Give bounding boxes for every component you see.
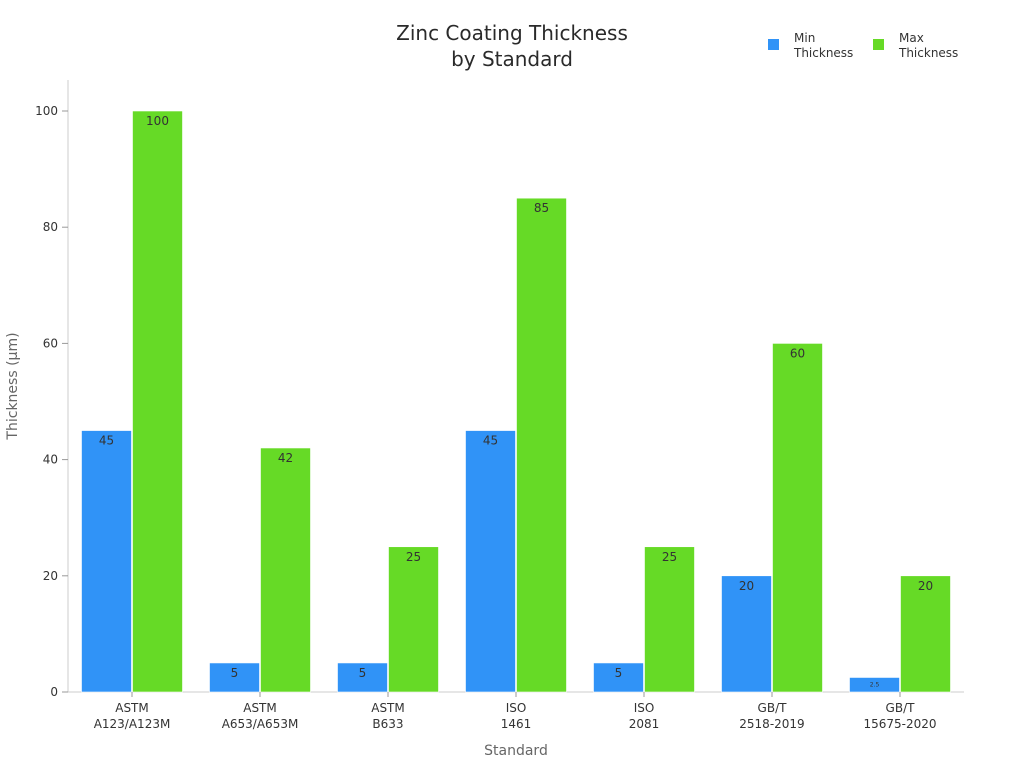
bar-max-thickness	[260, 447, 311, 693]
legend-swatch-max	[873, 39, 884, 50]
y-tick-label: 60	[43, 336, 58, 350]
legend-label-max-line-2: Thickness	[898, 46, 958, 60]
data-label-min: 20	[739, 579, 754, 593]
bars: 45 100 5 42 5 25 45 85 5 25 20 60 2.5 20	[81, 110, 951, 693]
x-tick-label: GB/T	[886, 701, 916, 715]
bar-min-thickness	[593, 662, 644, 693]
bar-max-thickness	[132, 110, 183, 693]
y-tick-label: 0	[50, 685, 58, 699]
data-label-min: 5	[359, 666, 367, 680]
y-tick-label: 20	[43, 569, 58, 583]
data-label-max: 60	[790, 346, 805, 360]
data-label-min: 2.5	[870, 681, 880, 688]
x-tick-label: 1461	[501, 717, 532, 731]
x-axis-label: Standard	[484, 743, 548, 759]
bar-min-thickness	[465, 430, 516, 693]
y-tick-label: 40	[43, 453, 58, 467]
bar-min-thickness	[81, 430, 132, 693]
x-tick-label: ISO	[634, 701, 655, 715]
x-tick-label: ASTM	[115, 701, 149, 715]
legend-label-min-line-1: Min	[794, 31, 815, 45]
x-tick-label: 15675-2020	[863, 717, 936, 731]
y-tick-label: 80	[43, 220, 58, 234]
x-tick-label: GB/T	[758, 701, 788, 715]
x-tick-label: A123/A123M	[94, 717, 171, 731]
legend: Min Thickness Max Thickness	[768, 31, 958, 60]
bar-min-thickness	[849, 677, 900, 693]
bar-min-thickness	[209, 662, 260, 693]
x-tick-label: ASTM	[243, 701, 277, 715]
bar-max-thickness	[644, 546, 695, 693]
x-tick-label: ISO	[506, 701, 527, 715]
data-label-min: 45	[99, 434, 114, 448]
x-tick-label: 2518-2019	[739, 717, 804, 731]
y-axis-label: Thickness (μm)	[5, 332, 21, 440]
bar-max-thickness	[772, 343, 823, 693]
x-tick-label: 2081	[629, 717, 660, 731]
x-axis-ticks: ASTM A123/A123M ASTM A653/A653M ASTM B633 ISO 1…	[94, 692, 937, 731]
chart-title: Zinc Coating Thickness by Standard	[396, 21, 628, 71]
y-axis-ticks: 0 20 40 60 80 100	[35, 104, 68, 699]
legend-label-min-line-2: Thickness	[793, 46, 853, 60]
legend-swatch-min	[768, 39, 779, 50]
x-tick-label: ASTM	[371, 701, 405, 715]
bar-max-thickness	[900, 575, 951, 693]
data-label-max: 20	[918, 579, 933, 593]
data-label-max: 100	[146, 114, 169, 128]
chart-title-line-2: by Standard	[451, 47, 573, 71]
bar-min-thickness	[337, 662, 388, 693]
data-label-min: 5	[231, 666, 239, 680]
data-label-max: 25	[406, 550, 421, 564]
data-label-min: 5	[615, 666, 623, 680]
data-label-max: 25	[662, 550, 677, 564]
bar-min-thickness	[721, 575, 772, 693]
chart-title-line-1: Zinc Coating Thickness	[396, 21, 628, 45]
data-label-max: 42	[278, 451, 293, 465]
y-tick-label: 100	[35, 104, 58, 118]
x-tick-label: A653/A653M	[222, 717, 299, 731]
x-tick-label: B633	[372, 717, 403, 731]
legend-label-max-line-1: Max	[899, 31, 924, 45]
data-label-min: 45	[483, 434, 498, 448]
bar-max-thickness	[388, 546, 439, 693]
bar-max-thickness	[516, 197, 567, 693]
data-label-max: 85	[534, 201, 549, 215]
